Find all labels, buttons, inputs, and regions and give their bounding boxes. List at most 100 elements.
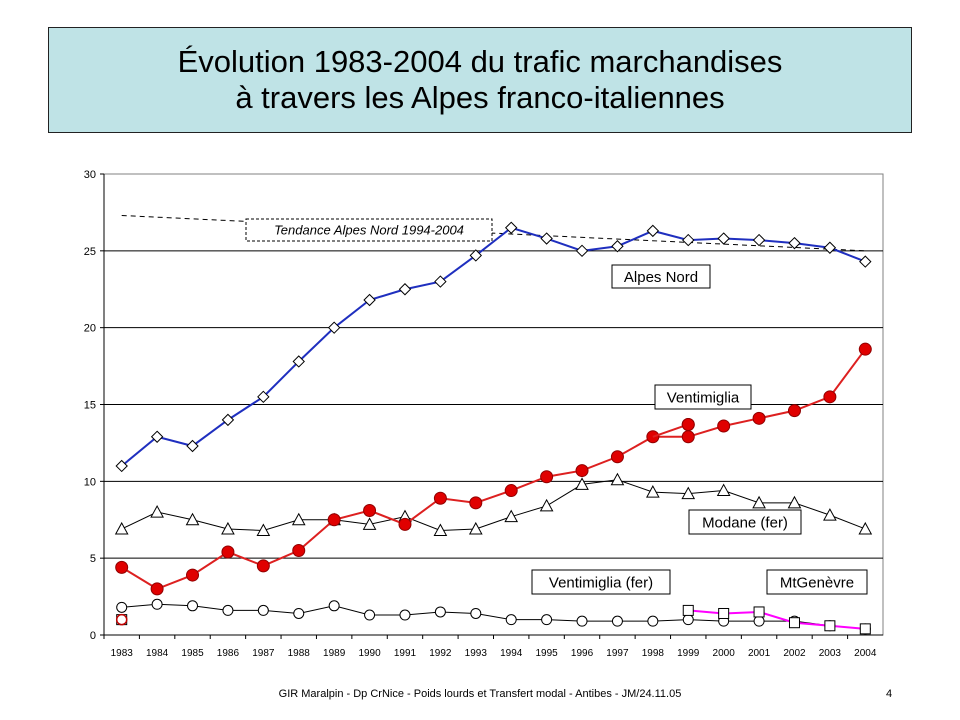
y-tick-label: 20 (84, 323, 96, 335)
triangle-marker (575, 477, 589, 490)
filled-circle-marker (292, 543, 306, 557)
triangle-marker (752, 495, 766, 509)
filled-circle-marker (221, 545, 235, 559)
ventimiglia-label-box (654, 384, 752, 410)
triangle-marker (221, 521, 235, 535)
open-circle-marker (399, 609, 411, 621)
open-circle-marker (505, 614, 517, 626)
open-circle-marker (576, 615, 588, 627)
filled-circle-marker (115, 560, 129, 574)
page-number: 4 (886, 688, 893, 700)
extra-circle-marker (115, 613, 128, 626)
triangle-marker (433, 523, 448, 537)
triangle-marker (681, 486, 696, 500)
x-tick-label: 2002 (783, 648, 806, 659)
x-tick-label: 1990 (358, 648, 381, 659)
trend-label: Tendance Alpes Nord 1994-2004 (274, 223, 464, 238)
square-marker (859, 623, 871, 635)
square-marker (682, 604, 694, 616)
slide-title-box: Évolution 1983-2004 du trafic marchandis… (48, 27, 912, 133)
x-tick-label: 2004 (854, 648, 877, 659)
filled-circle-marker (186, 568, 200, 582)
alpes-nord-label-box (611, 264, 711, 289)
open-circle-marker (222, 604, 234, 616)
mtgenevre-label: MtGenèvre (780, 574, 854, 591)
x-tick-label: 1988 (288, 648, 311, 659)
filled-circle-marker (398, 517, 412, 531)
triangle-marker (539, 498, 554, 512)
series-line-4 (688, 609, 866, 630)
diamond-marker (363, 293, 376, 307)
open-circle-marker (647, 615, 659, 627)
triangle-marker (858, 521, 873, 535)
filled-circle-marker (150, 582, 164, 596)
diamond-marker (823, 241, 837, 254)
diamond-marker (859, 255, 872, 268)
filled-circle-marker (752, 411, 766, 425)
x-tick-label: 1983 (111, 648, 134, 659)
diamond-marker (540, 232, 553, 245)
filled-circle-marker (433, 491, 447, 505)
mtgenevre-label-box (766, 569, 868, 595)
x-tick-label: 1997 (606, 648, 629, 659)
y-tick-label: 30 (84, 169, 96, 181)
y-tick-label: 15 (84, 400, 96, 412)
triangle-marker (256, 523, 271, 537)
x-tick-label: 1998 (642, 648, 665, 659)
x-tick-label: 1993 (465, 648, 488, 659)
triangle-marker (823, 508, 837, 521)
filled-circle-marker (823, 390, 837, 404)
open-circle-marker (611, 615, 623, 627)
x-tick-label: 2001 (748, 648, 771, 659)
open-circle-marker (116, 601, 128, 613)
diamond-marker (682, 233, 695, 247)
open-circle-marker (434, 606, 446, 618)
x-tick-label: 1995 (535, 648, 558, 659)
series-line-1 (121, 348, 867, 591)
x-tick-label: 1987 (252, 648, 275, 659)
triangle-marker (504, 509, 519, 523)
y-tick-label: 10 (84, 476, 96, 488)
diamond-marker (115, 459, 128, 473)
filled-circle-marker (610, 450, 624, 464)
diamond-marker (717, 232, 730, 245)
slide-title-line-1: Évolution 1983-2004 du trafic marchandis… (177, 44, 783, 79)
alpes-nord-label: Alpes Nord (624, 269, 698, 286)
x-tick-label: 1999 (677, 648, 700, 659)
filled-circle-marker (363, 504, 377, 518)
open-circle-marker (151, 598, 163, 610)
filled-circle-marker (787, 404, 801, 418)
filled-circle-marker (681, 417, 695, 431)
filled-circle-marker (858, 342, 872, 356)
triangle-marker (645, 485, 660, 498)
open-circle-marker (328, 600, 340, 612)
x-tick-label: 1994 (500, 648, 523, 659)
open-circle-marker (753, 615, 765, 627)
triangle-marker (291, 512, 306, 526)
diamond-marker (469, 249, 483, 262)
x-tick-label: 1989 (323, 648, 346, 659)
ventimiglia-label: Ventimiglia (667, 389, 740, 406)
filled-circle-marker (327, 513, 341, 527)
diamond-marker (292, 355, 305, 368)
slide-title-line-2: à travers les Alpes franco-italiennes (235, 80, 725, 115)
x-tick-label: 2003 (819, 648, 842, 659)
filled-circle-marker (575, 464, 589, 478)
x-tick-label: 1985 (181, 648, 204, 659)
open-circle-marker (682, 614, 694, 626)
square-marker (753, 606, 765, 618)
filled-circle-marker (681, 430, 695, 444)
x-tick-label: 2000 (713, 648, 736, 659)
open-circle-marker (187, 600, 199, 612)
open-circle-marker (293, 607, 305, 619)
x-tick-label: 1992 (429, 648, 452, 659)
filled-circle-marker (504, 484, 518, 498)
filled-circle-marker (540, 470, 554, 484)
x-tick-label: 1991 (394, 648, 417, 659)
open-circle-marker (364, 609, 376, 621)
series-line-3 (121, 603, 866, 630)
triangle-marker (787, 495, 802, 509)
triangle-marker (185, 512, 200, 526)
